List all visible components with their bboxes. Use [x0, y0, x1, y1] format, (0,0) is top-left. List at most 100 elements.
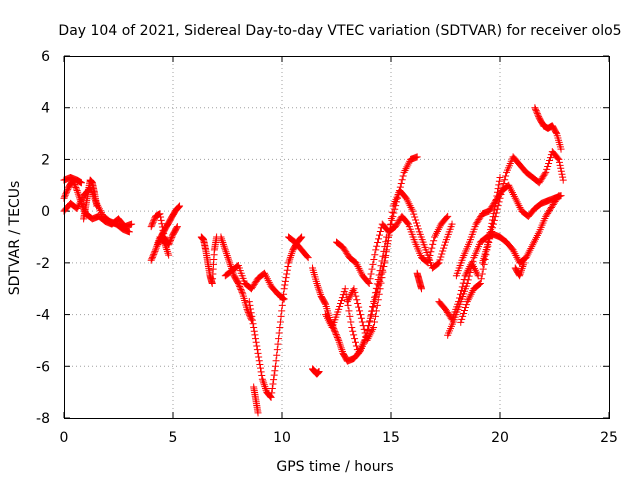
data-point: [268, 389, 276, 397]
data-point: [375, 231, 383, 239]
data-point: [480, 260, 488, 268]
data-point: [543, 165, 551, 173]
data-point: [369, 260, 377, 268]
data-point: [437, 253, 445, 261]
data-point: [254, 349, 262, 357]
data-point: [546, 157, 554, 165]
data-point: [277, 312, 285, 320]
data-point: [268, 384, 276, 392]
data-point: [267, 393, 275, 401]
data-point: [373, 301, 381, 309]
data-point: [147, 223, 155, 231]
data-point: [280, 290, 288, 298]
data-point: [255, 357, 263, 365]
data-point: [175, 203, 183, 211]
data-point: [165, 251, 173, 259]
data-point: [490, 206, 498, 214]
y-axis-label: SDTVAR / TECUs: [7, 181, 23, 296]
y-tick-label: -4: [36, 308, 50, 324]
data-point: [559, 173, 567, 181]
data-point: [531, 104, 539, 112]
x-tick-label: 0: [60, 430, 69, 446]
data-point: [440, 244, 448, 252]
data-point: [368, 265, 376, 273]
data-point: [271, 367, 279, 375]
y-tick-label: -8: [36, 411, 50, 427]
data-point: [273, 346, 281, 354]
data-point: [253, 346, 261, 354]
data-point: [484, 240, 492, 248]
data-point: [165, 241, 173, 249]
data-point: [279, 296, 287, 304]
data-point: [158, 220, 166, 228]
data-point: [532, 107, 540, 115]
data-point: [556, 161, 564, 169]
data-point: [280, 285, 288, 293]
data-point: [385, 227, 393, 235]
data-point: [151, 247, 159, 255]
data-point: [281, 281, 289, 289]
data-point: [353, 296, 361, 304]
data-point: [390, 209, 398, 217]
data-point: [557, 167, 565, 175]
data-point: [252, 338, 260, 346]
data-point: [546, 154, 554, 162]
data-point: [234, 280, 242, 288]
data-point: [438, 250, 446, 258]
data-point: [165, 239, 173, 247]
data-point: [304, 254, 312, 262]
data-point: [356, 311, 364, 319]
data-point: [500, 179, 508, 187]
data-point: [238, 287, 246, 295]
data-point: [338, 294, 346, 302]
data-point: [174, 203, 182, 211]
data-point: [351, 338, 359, 346]
data-point: [555, 158, 563, 166]
data-point: [148, 253, 156, 261]
data-point: [478, 270, 486, 278]
data-point: [444, 212, 452, 220]
data-point: [380, 263, 388, 271]
y-tick-label: -6: [36, 359, 50, 375]
y-tick-label: -2: [36, 256, 50, 272]
data-point: [270, 371, 278, 379]
data-point: [499, 183, 507, 191]
data-point: [69, 176, 77, 184]
data-point: [375, 235, 383, 243]
data-point: [335, 305, 343, 313]
data-point: [386, 221, 394, 229]
data-point: [372, 246, 380, 254]
data-point: [484, 237, 492, 245]
data-point: [156, 235, 164, 243]
data-point: [487, 223, 495, 231]
data-point: [173, 224, 181, 232]
data-point: [381, 257, 389, 265]
data-point: [377, 279, 385, 287]
data-point: [493, 192, 501, 200]
data-point: [297, 234, 305, 242]
data-point: [345, 307, 353, 315]
data-point: [492, 196, 500, 204]
data-point: [476, 280, 484, 288]
data-point: [61, 191, 69, 199]
data-point: [245, 298, 253, 306]
data-point: [399, 172, 407, 180]
data-point: [383, 246, 391, 254]
data-point: [237, 285, 245, 293]
data-point: [366, 275, 374, 283]
data-point: [283, 266, 291, 274]
data-point: [387, 215, 395, 223]
data-point: [166, 238, 174, 246]
data-point: [375, 290, 383, 298]
y-tick-label: 4: [41, 101, 50, 117]
y-tick-label: 2: [41, 152, 50, 168]
data-point: [367, 270, 375, 278]
data-point: [336, 302, 344, 310]
data-point: [409, 207, 417, 215]
data-point: [173, 223, 181, 231]
data-point: [358, 318, 366, 326]
data-point: [356, 307, 364, 315]
data-point: [283, 270, 291, 278]
data-point: [365, 280, 373, 288]
